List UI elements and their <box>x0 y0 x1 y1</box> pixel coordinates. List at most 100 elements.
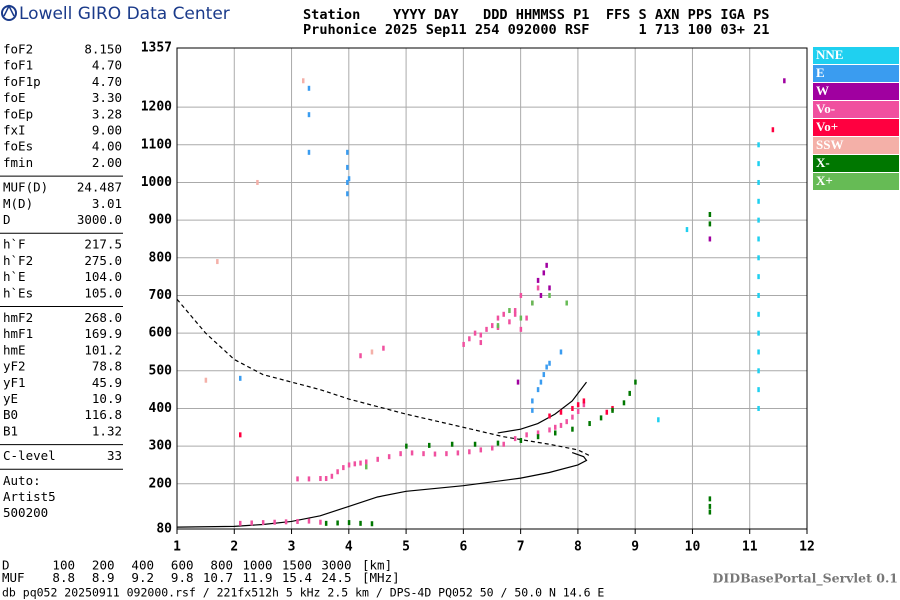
echo-point <box>599 415 603 421</box>
servlet-label: DIDBasePortal_Servlet 0.1 <box>713 571 898 587</box>
y-tick-label: 1100 <box>141 137 172 152</box>
echo-point <box>542 372 546 378</box>
echo-point <box>708 221 712 227</box>
echo-point <box>319 476 322 482</box>
echo-point <box>382 345 385 351</box>
echo-point <box>571 426 574 432</box>
echo-point <box>376 456 379 462</box>
param-name: h`F <box>3 237 26 252</box>
param-value: 169.9 <box>84 326 122 341</box>
table-value: 8.9 <box>92 570 115 585</box>
table-value: 9.8 <box>171 570 194 585</box>
echo-point <box>531 398 534 404</box>
param-name: B1 <box>3 423 18 438</box>
table-value: 1500 <box>282 558 312 573</box>
y-tick-label: 1200 <box>141 100 172 115</box>
param-name: h`F2 <box>3 253 33 268</box>
logo-text: Lowell GIRO Data Center <box>19 4 230 24</box>
param-value: 3.01 <box>92 196 122 211</box>
echo-point <box>559 349 563 355</box>
param-name: foE <box>3 90 26 105</box>
echo-point <box>445 451 448 457</box>
param-value: 10.9 <box>92 391 122 406</box>
echo-point <box>525 315 528 321</box>
echo-point <box>605 409 609 415</box>
echo-point <box>708 503 712 509</box>
echo-point <box>622 400 626 406</box>
legend-swatch <box>813 47 899 64</box>
param-name: yF2 <box>3 359 26 374</box>
echo-point <box>405 443 408 449</box>
echo-point <box>539 379 543 385</box>
param-value: 104.0 <box>84 269 122 284</box>
echo-point <box>324 520 328 526</box>
echo-point <box>284 519 288 525</box>
echo-point <box>771 127 775 133</box>
echo-point <box>302 78 305 84</box>
echo-point <box>250 520 253 526</box>
legend-label: NNE <box>816 47 843 62</box>
echo-point <box>508 319 511 325</box>
legend-swatch <box>813 83 899 100</box>
param-name: h`E <box>3 269 26 284</box>
legend-label: W <box>816 83 829 98</box>
echo-point <box>576 402 580 408</box>
param-value: 4.70 <box>92 58 122 73</box>
echo-point <box>346 179 349 185</box>
x-tick-label: 8 <box>574 540 582 555</box>
echo-point <box>757 292 760 298</box>
echo-point <box>216 259 219 265</box>
table-value: 100 <box>52 558 75 573</box>
header-values: Pruhonice 2025 Sep11 254 092000 RSF 1 71… <box>303 22 770 38</box>
echo-point <box>347 462 351 468</box>
echo-point <box>757 330 760 336</box>
echo-point <box>346 191 349 197</box>
auto-text: Artist5 <box>3 489 56 504</box>
echo-point <box>261 520 265 526</box>
echo-point <box>491 445 494 451</box>
x-tick-label: 6 <box>459 540 467 555</box>
param-name: MUF(D) <box>3 180 48 195</box>
header-columns: Station YYYY DAY DDD HHMMSS P1 FFS S AXN… <box>303 7 770 23</box>
echo-point <box>559 409 563 415</box>
x-tick-label: 5 <box>402 540 410 555</box>
echo-point <box>479 340 483 346</box>
x-tick-label: 2 <box>230 540 238 555</box>
echo-point <box>565 300 568 306</box>
echo-point <box>757 311 760 317</box>
echo-point <box>513 311 517 317</box>
param-name: foF1 <box>3 58 33 73</box>
echo-point <box>307 518 311 524</box>
table-value: 8.8 <box>52 570 75 585</box>
echo-point <box>554 424 557 430</box>
param-name: hmF2 <box>3 310 33 325</box>
param-name: fmin <box>3 155 33 170</box>
legend-swatch <box>813 137 899 154</box>
echo-point <box>536 277 540 283</box>
param-value: 268.0 <box>84 310 122 325</box>
legend-swatch <box>813 101 899 118</box>
echo-point <box>757 217 760 223</box>
param-name: fxI <box>3 123 26 138</box>
echo-point <box>536 387 540 393</box>
echo-point <box>508 308 511 314</box>
y-tick-label: 600 <box>149 326 173 341</box>
echo-point <box>536 285 540 291</box>
echo-point <box>496 440 500 446</box>
table-value: 9.2 <box>131 570 154 585</box>
echo-point <box>336 469 339 475</box>
param-value: 45.9 <box>92 375 122 390</box>
param-name: h`Es <box>3 285 33 300</box>
echo-point <box>548 285 551 291</box>
param-value: 3000.0 <box>77 212 122 227</box>
table-value: 24.5 <box>321 570 351 585</box>
param-value: 3.30 <box>92 90 122 105</box>
echo-point <box>296 476 299 482</box>
x-tick-label: 12 <box>799 540 815 555</box>
x-tick-label: 11 <box>742 540 758 555</box>
echo-point <box>531 300 534 306</box>
echo-point <box>256 179 259 185</box>
echo-point <box>307 149 311 155</box>
echo-point <box>708 496 712 502</box>
echo-point <box>370 521 374 527</box>
